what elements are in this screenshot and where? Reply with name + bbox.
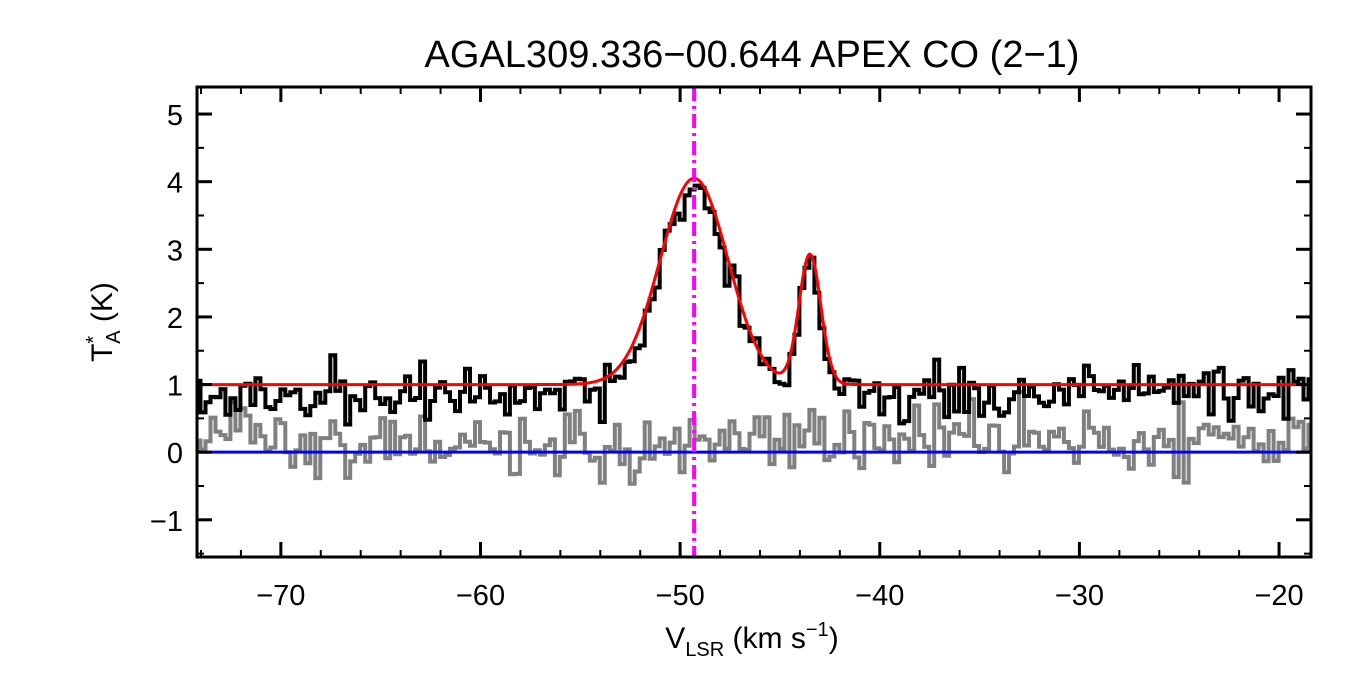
y-tick-label: 1 (167, 371, 183, 403)
y-tick-label: 0 (167, 438, 183, 470)
axes: −70 −60 −50 −40 −30 −20 −1 0 1 2 3 4 5 (150, 85, 1313, 612)
y-tick-label: 4 (167, 168, 183, 200)
x-tick-label: −70 (256, 580, 305, 612)
plot-frame (195, 85, 1313, 559)
x-tick-label: −30 (1055, 580, 1104, 612)
x-tick-label: −20 (1254, 580, 1303, 612)
x-label-sub: LSR (685, 639, 724, 661)
gaussian-fit-line (197, 176, 1311, 387)
plot-area (197, 87, 1311, 557)
x-tick-label: −50 (656, 580, 705, 612)
x-label-main: V (665, 622, 685, 655)
x-label-unit: (km s (724, 622, 806, 655)
chart-title: AGAL309.336−00.644 APEX CO (2−1) (425, 34, 1080, 76)
y-label-sup: * (83, 336, 105, 344)
x-label-sup: −1 (806, 619, 829, 641)
y-label-unit: (K) (86, 282, 119, 330)
y-label-sub: A (103, 330, 125, 344)
y-tick-label: −1 (150, 506, 183, 538)
y-tick-label: 3 (167, 235, 183, 267)
spectrum-series (197, 183, 1311, 427)
y-tick-label: 5 (167, 100, 183, 132)
y-label-main: T (86, 344, 119, 362)
x-axis-label: VLSR (km s−1) (665, 619, 838, 661)
x-label-close: ) (829, 622, 839, 655)
y-tick-label: 2 (167, 303, 183, 335)
x-tick-label: −40 (855, 580, 904, 612)
y-axis-label: T*A (K) (83, 282, 125, 362)
x-tick-label: −60 (456, 580, 505, 612)
residual-series (197, 389, 1311, 486)
